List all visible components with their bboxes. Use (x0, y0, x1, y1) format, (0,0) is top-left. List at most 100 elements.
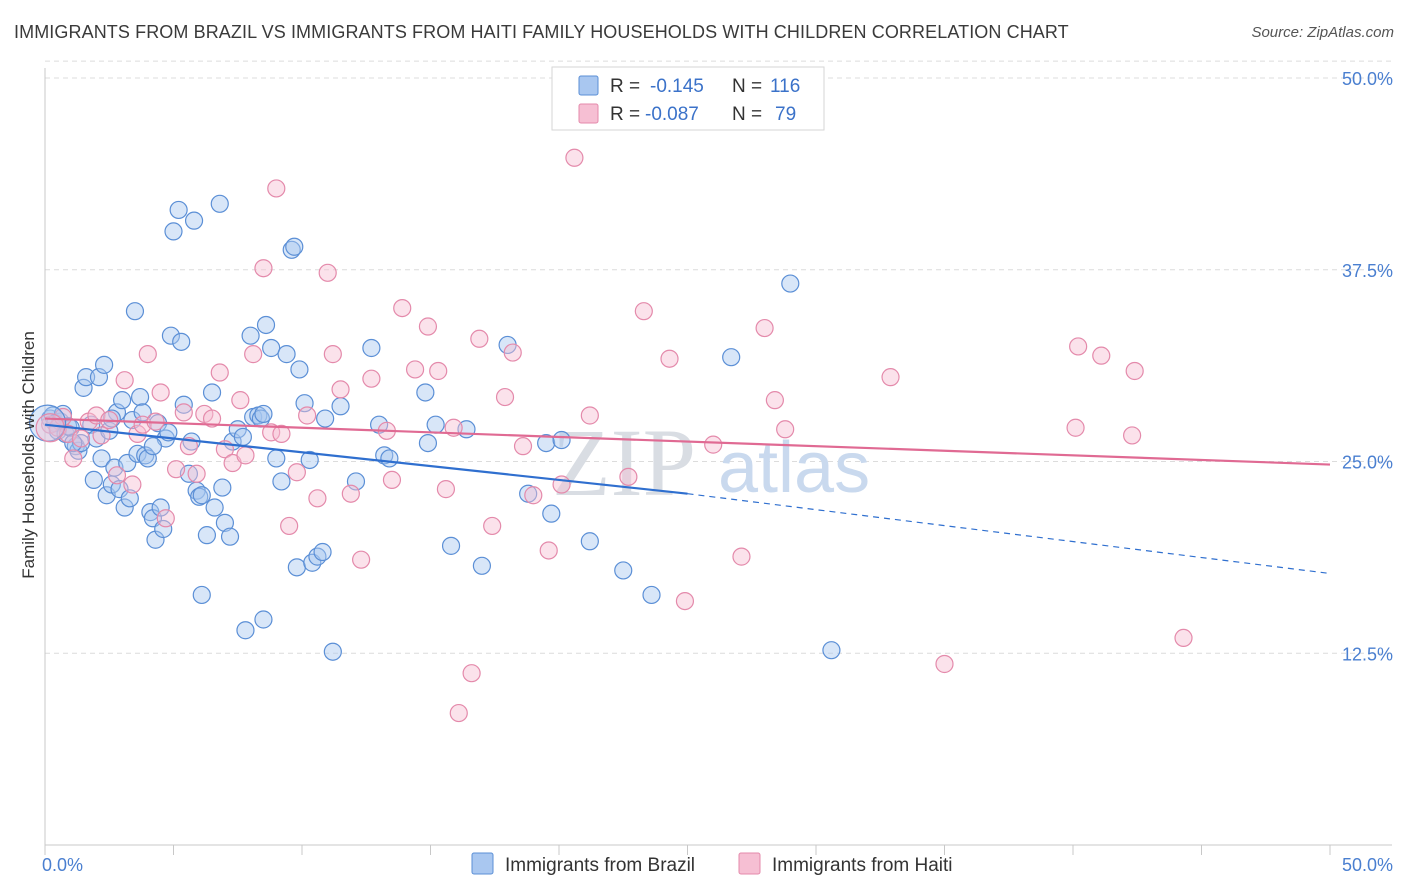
legend-r-value-brazil: -0.145 (650, 76, 704, 97)
point-brazil-80 (290, 360, 309, 379)
point-haiti-51 (436, 480, 456, 499)
point-haiti-72 (765, 391, 784, 410)
point-brazil-107 (642, 585, 661, 605)
point-brazil-85 (313, 542, 332, 562)
point-brazil-19 (95, 355, 114, 374)
point-brazil-86 (316, 409, 335, 428)
point-brazil-28 (118, 453, 137, 473)
point-haiti-75 (935, 654, 954, 674)
point-haiti-53 (449, 703, 468, 723)
series-legend: Immigrants from Brazil Immigrants from H… (471, 852, 953, 876)
point-brazil-66 (236, 621, 255, 640)
bottom-legend-swatch-haiti (738, 852, 761, 875)
legend-r-label-haiti: R = (610, 104, 640, 125)
point-haiti-56 (483, 516, 502, 536)
legend-swatch-haiti (578, 103, 599, 124)
point-brazil-71 (254, 610, 273, 629)
point-haiti-22 (187, 464, 206, 483)
point-brazil-60 (213, 478, 232, 497)
point-brazil-87 (323, 642, 342, 661)
point-haiti-39 (318, 263, 337, 282)
bottom-legend-swatch-brazil (471, 852, 494, 875)
point-brazil-110 (822, 641, 841, 660)
y-tick-label-0: 12.5% (1342, 644, 1393, 664)
point-haiti-65 (619, 467, 638, 486)
point-brazil-105 (580, 532, 599, 551)
point-haiti-48 (405, 360, 425, 379)
point-brazil-13 (77, 368, 96, 387)
point-haiti-68 (675, 591, 695, 611)
point-brazil-49 (174, 395, 193, 414)
point-haiti-15 (138, 345, 157, 364)
point-haiti-55 (470, 329, 489, 348)
point-brazil-52 (184, 211, 204, 230)
point-brazil-97 (441, 536, 461, 555)
point-brazil-79 (287, 558, 306, 577)
point-brazil-12 (74, 378, 93, 397)
trend-line-brazil-extrapolated (687, 493, 1331, 575)
point-brazil-32 (128, 444, 147, 463)
point-haiti-11 (115, 371, 134, 390)
point-brazil-76 (277, 345, 296, 364)
point-haiti-66 (634, 302, 653, 321)
point-brazil-94 (416, 383, 435, 402)
point-brazil-15 (84, 470, 103, 490)
point-brazil-27 (115, 498, 134, 517)
point-brazil-59 (210, 194, 229, 213)
point-haiti-31 (254, 259, 273, 278)
point-haiti-17 (151, 383, 170, 402)
point-haiti-63 (565, 148, 584, 167)
point-brazil-18 (92, 449, 111, 468)
point-brazil-77 (282, 240, 301, 259)
point-haiti-33 (267, 179, 286, 198)
point-haiti-29 (236, 446, 255, 465)
point-haiti-78 (1092, 346, 1111, 365)
point-brazil-47 (169, 200, 188, 220)
point-haiti-41 (331, 380, 350, 399)
point-haiti-4 (64, 449, 83, 468)
point-haiti-36 (287, 463, 306, 482)
point-haiti-20 (174, 403, 193, 422)
x-tick-label-0: 0.0% (42, 855, 83, 875)
bottom-legend-label-haiti: Immigrants from Haiti (772, 855, 953, 876)
axes (44, 68, 1392, 855)
x-tick-label-1: 50.0% (1342, 855, 1393, 875)
point-haiti-10 (107, 466, 127, 485)
point-brazil-30 (123, 410, 142, 430)
point-brazil-48 (172, 332, 191, 351)
y-tick-label-1: 25.0% (1342, 453, 1393, 473)
point-brazil-104 (552, 430, 571, 450)
point-brazil-41 (151, 498, 170, 517)
point-haiti-46 (382, 470, 402, 490)
x-tick-labels: 0.0% 50.0% (42, 855, 1393, 875)
point-brazil-93 (380, 449, 399, 468)
watermark-zip: ZIP (552, 409, 696, 516)
point-haiti-81 (1174, 628, 1193, 648)
point-haiti-59 (513, 437, 533, 456)
point-brazil-56 (197, 526, 217, 545)
point-haiti-58 (503, 343, 522, 362)
point-brazil-78 (285, 237, 304, 256)
point-haiti-47 (393, 299, 412, 318)
legend-n-value-brazil: 116 (770, 76, 800, 97)
point-haiti-50 (429, 361, 448, 381)
point-haiti-37 (298, 406, 317, 425)
point-haiti-77 (1069, 337, 1088, 356)
legend-n-label-haiti: N = (732, 104, 762, 125)
point-brazil-111 (254, 404, 273, 424)
legend-n-label-brazil: N = (732, 76, 762, 97)
legend-r-label-brazil: R = (610, 76, 640, 97)
point-brazil-29 (120, 489, 139, 508)
legend-r-value-haiti: -0.087 (645, 104, 699, 125)
point-brazil-99 (472, 556, 491, 575)
point-haiti-49 (418, 317, 438, 336)
point-brazil-106 (614, 561, 633, 580)
point-brazil-67 (241, 326, 260, 345)
point-brazil-45 (161, 326, 181, 345)
point-brazil-46 (164, 222, 183, 241)
point-haiti-42 (341, 484, 360, 503)
y-tick-labels: 12.5% 25.0% 37.5% 50.0% (1342, 69, 1393, 664)
point-haiti-5 (71, 429, 91, 448)
point-brazil-55 (192, 585, 211, 605)
